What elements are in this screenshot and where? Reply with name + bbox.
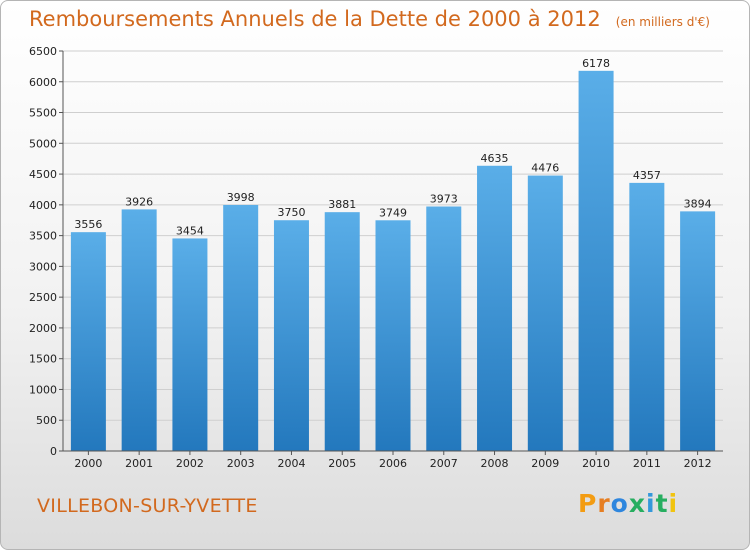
y-tick-label: 4500 xyxy=(29,168,57,181)
y-tick-label: 4000 xyxy=(29,199,57,212)
x-tick-label: 2007 xyxy=(430,457,458,470)
y-tick-label: 1000 xyxy=(29,383,57,396)
bar xyxy=(629,182,665,451)
y-tick-label: 500 xyxy=(36,414,57,427)
chart-title: Remboursements Annuels de la Dette de 20… xyxy=(29,7,601,31)
x-tick-label: 2004 xyxy=(277,457,305,470)
bar xyxy=(324,212,360,451)
data-label: 3973 xyxy=(430,193,458,206)
title-row: Remboursements Annuels de la Dette de 20… xyxy=(29,7,710,31)
bar xyxy=(172,238,208,451)
x-tick-label: 2002 xyxy=(176,457,204,470)
bar xyxy=(273,220,309,451)
y-tick-label: 2000 xyxy=(29,322,57,335)
y-tick-label: 3500 xyxy=(29,230,57,243)
x-tick-label: 2003 xyxy=(227,457,255,470)
x-tick-label: 2011 xyxy=(633,457,661,470)
data-label: 4357 xyxy=(633,169,661,182)
data-label: 4476 xyxy=(531,162,559,175)
axis-layer: 0 500 1000 1500 2000 2500 3000 3500 4000 4500 5000… xyxy=(29,45,723,470)
bar xyxy=(477,165,513,451)
data-label: 3881 xyxy=(328,198,356,211)
logo-letter: i xyxy=(646,489,656,518)
x-tick-label: 2000 xyxy=(74,457,102,470)
logo-letter: r xyxy=(597,489,611,518)
bar-chart: 3556 3926 3454 3998 3750 3881 3749 3973 4635 4476… xyxy=(29,45,723,470)
data-label: 3998 xyxy=(227,191,255,204)
x-tick-label: 2010 xyxy=(582,457,610,470)
data-label: 3926 xyxy=(125,195,153,208)
bar-layer xyxy=(70,70,716,452)
logo-letter: o xyxy=(610,489,629,518)
y-tick-label: 0 xyxy=(50,445,57,458)
bar xyxy=(527,175,563,452)
y-tick-label: 2500 xyxy=(29,291,57,304)
proxiti-logo[interactable]: Proxiti xyxy=(578,489,678,518)
data-label: 3556 xyxy=(74,218,102,231)
bar xyxy=(680,211,716,451)
logo-letter: P xyxy=(578,489,598,518)
logo-letter: x xyxy=(628,489,646,518)
x-tick-label: 2012 xyxy=(684,457,712,470)
y-tick-label: 6000 xyxy=(29,76,57,89)
city-name: VILLEBON-SUR-YVETTE xyxy=(37,495,258,517)
bar xyxy=(375,220,411,451)
y-tick-label: 5500 xyxy=(29,107,57,120)
data-label: 3750 xyxy=(277,206,305,219)
bar xyxy=(121,209,157,451)
data-label: 3454 xyxy=(176,224,204,237)
y-tick-label: 5000 xyxy=(29,137,57,150)
data-label: 6178 xyxy=(582,57,610,70)
bar xyxy=(223,204,259,451)
x-tick-label: 2005 xyxy=(328,457,356,470)
logo-letter: t xyxy=(655,489,669,518)
x-tick-label: 2008 xyxy=(481,457,509,470)
x-tick-label: 2006 xyxy=(379,457,407,470)
x-tick-label: 2001 xyxy=(125,457,153,470)
data-label: 3749 xyxy=(379,206,407,219)
y-tick-label: 1500 xyxy=(29,353,57,366)
unit-label: (en milliers d'€) xyxy=(615,15,710,29)
label-layer: 3556 3926 3454 3998 3750 3881 3749 3973 4635 4476… xyxy=(74,57,711,238)
y-tick-label: 3000 xyxy=(29,260,57,273)
bar xyxy=(426,206,462,451)
bar xyxy=(578,70,614,452)
logo-letter: i xyxy=(668,489,679,518)
data-label: 4635 xyxy=(481,152,509,165)
bar xyxy=(70,232,106,451)
x-tick-label: 2009 xyxy=(531,457,559,470)
data-label: 3894 xyxy=(684,197,712,210)
y-tick-label: 6500 xyxy=(29,45,57,58)
